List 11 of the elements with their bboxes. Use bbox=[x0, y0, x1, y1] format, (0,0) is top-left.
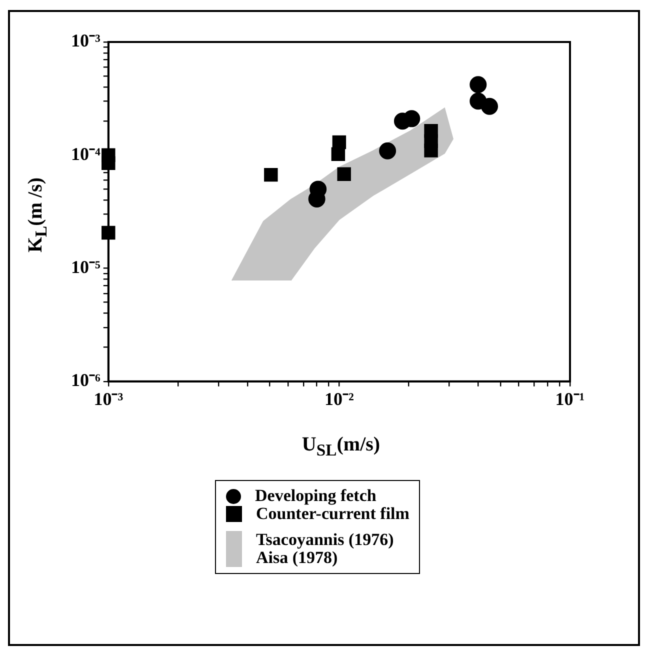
legend-label: Counter-current film bbox=[256, 504, 410, 523]
legend-label: Tsacoyannis (1976) Aisa (1978) bbox=[256, 530, 394, 567]
x-tick-label: 10⁻¹ bbox=[555, 388, 585, 409]
y-tick-label: 10⁻⁶ bbox=[70, 370, 101, 390]
legend-label: Developing fetch bbox=[255, 486, 376, 505]
y-tick-label: 10⁻⁴ bbox=[70, 144, 101, 164]
x-axis-title: U$_{SL}$(m/s) bbox=[302, 434, 380, 460]
x-tick-label: 10⁻² bbox=[324, 388, 354, 409]
x-tick-label: 10⁻³ bbox=[94, 388, 124, 409]
y-tick-label: 10⁻³ bbox=[70, 30, 101, 51]
y-tick-label: 10⁻⁵ bbox=[70, 256, 101, 277]
